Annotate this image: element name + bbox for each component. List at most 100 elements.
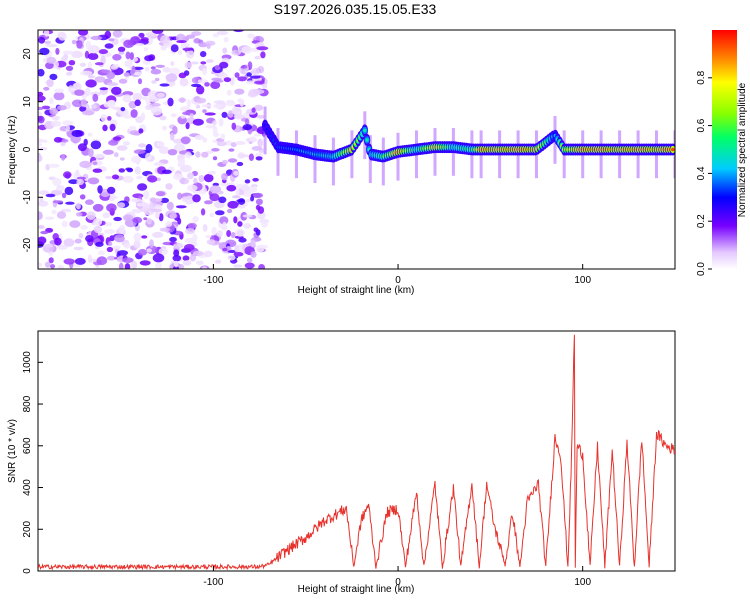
heatmap-cell <box>153 162 165 167</box>
heatmap-cell <box>172 255 182 262</box>
heatmap-cell <box>92 161 98 165</box>
heatmap-cell <box>141 96 148 101</box>
heatmap-cell <box>123 242 131 249</box>
heatmap-cell <box>130 155 142 164</box>
chart-title: S197.2026.035.15.05.E33 <box>274 1 437 17</box>
heatmap-cell <box>91 104 97 109</box>
heatmap-cell <box>117 250 128 256</box>
heatmap-cell <box>203 250 213 258</box>
heatmap-cell <box>196 85 205 95</box>
heatmap-cell <box>137 249 148 256</box>
heatmap-cell <box>160 197 169 204</box>
heatmap-cell <box>232 195 241 199</box>
heatmap-cell <box>65 65 74 71</box>
heatmap-cell <box>38 262 43 268</box>
snr-y-axis-label: SNR (10 * v/v) <box>7 419 18 483</box>
heatmap-cell <box>165 73 178 82</box>
heatmap-cell <box>56 185 65 192</box>
heatmap-cell <box>65 201 75 205</box>
heatmap-cell <box>106 246 114 253</box>
heatmap-cell <box>122 114 133 119</box>
heatmap-cell <box>85 199 94 205</box>
heatmap-cell <box>175 205 187 209</box>
heatmap-cell <box>117 46 126 53</box>
spectrogram-heatmap <box>38 30 675 269</box>
heatmap-cell <box>162 67 171 73</box>
heatmap-cell <box>160 35 170 44</box>
heatmap-cell <box>195 104 201 109</box>
heatmap-cell <box>363 128 367 133</box>
heatmap-cell <box>238 237 247 243</box>
heatmap-cell <box>104 30 112 39</box>
heatmap-cell <box>241 185 250 192</box>
heatmap-cell <box>256 46 269 51</box>
heatmap-cell <box>244 262 255 269</box>
heatmap-cell <box>151 80 157 84</box>
heatmap-cell <box>133 149 146 155</box>
heatmap-cell <box>84 87 91 97</box>
heatmap-cell <box>198 175 205 183</box>
heatmap-cell <box>214 64 221 71</box>
heatmap-cell <box>63 171 72 179</box>
snr-y-ticks: 0 200 400 600 800 1000 <box>22 351 43 574</box>
heatmap-cell <box>254 80 265 85</box>
heatmap-cell <box>46 78 54 88</box>
heatmap-cell <box>106 255 116 261</box>
heatmap-cell <box>183 244 195 251</box>
heatmap-cell <box>204 200 213 205</box>
heatmap-cell <box>112 106 121 110</box>
heatmap-cell <box>210 81 221 89</box>
heatmap-cell <box>184 152 192 159</box>
heatmap-cell <box>107 186 116 194</box>
snr-x-ticks: -100 0 100 <box>203 566 591 588</box>
heatmap-cell <box>80 70 93 76</box>
heatmap-cell <box>132 92 143 102</box>
heatmap-cell <box>225 101 236 107</box>
heatmap-cell <box>132 216 143 224</box>
heatmap-cell <box>109 123 116 132</box>
heatmap-cell <box>135 43 145 47</box>
heatmap-cell <box>122 175 134 183</box>
heatmap-cell <box>110 64 119 70</box>
colorbar-tick-label: 0.2 <box>696 214 707 228</box>
heatmap-cell <box>65 124 70 132</box>
heatmap-cell <box>213 100 225 104</box>
heatmap-cell <box>165 183 173 190</box>
heatmap-cell <box>140 37 149 42</box>
heatmap-cell <box>38 91 44 97</box>
heatmap-cell <box>87 75 96 79</box>
colorbar-ticks: 0.0 0.2 0.4 0.6 0.8 <box>696 70 712 276</box>
heatmap-cell <box>145 152 152 161</box>
heatmap-cell <box>233 252 244 257</box>
heatmap-cell <box>226 230 232 237</box>
heatmap-cell <box>80 98 87 108</box>
heatmap-cell <box>62 120 74 126</box>
heatmap-cell <box>72 83 80 89</box>
heatmap-cell <box>93 225 102 234</box>
heatmap-cell <box>126 168 134 173</box>
heatmap-cell <box>61 138 69 143</box>
heatmap-cell <box>214 79 224 83</box>
heatmap-cell <box>186 172 194 180</box>
heatmap-cell <box>53 91 65 101</box>
y-tick-label: 20 <box>22 48 33 60</box>
heatmap-cell <box>48 163 60 168</box>
heatmap-cell <box>108 38 115 42</box>
heatmap-cell <box>179 78 189 87</box>
heatmap-cell <box>253 227 259 233</box>
heatmap-cell <box>79 194 86 200</box>
heatmap-cell <box>245 80 256 85</box>
colorbar-gradient <box>712 30 737 269</box>
heatmap-cell <box>61 154 66 161</box>
heatmap-cell <box>201 151 209 158</box>
heatmap-cell <box>253 133 262 137</box>
heatmap-cell <box>213 103 222 109</box>
heatmap-cell <box>235 187 240 196</box>
heatmap-cell <box>231 49 241 56</box>
heatmap-cell <box>187 184 198 192</box>
heatmap-cell <box>136 202 145 207</box>
heatmap-cell <box>104 229 116 235</box>
heatmap-cell <box>226 184 237 192</box>
heatmap-cell <box>241 46 253 54</box>
